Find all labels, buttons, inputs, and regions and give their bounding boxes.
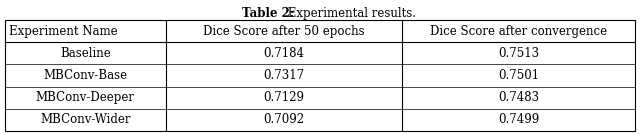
Text: 0.7092: 0.7092	[263, 113, 305, 126]
Text: Experimental results.: Experimental results.	[284, 7, 415, 20]
Text: 0.7501: 0.7501	[498, 69, 539, 82]
Text: 0.7317: 0.7317	[263, 69, 305, 82]
Text: MBConv-Deeper: MBConv-Deeper	[36, 91, 135, 104]
Text: 0.7483: 0.7483	[498, 91, 539, 104]
Text: 0.7184: 0.7184	[263, 47, 304, 60]
Text: Experiment Name: Experiment Name	[9, 25, 118, 38]
Text: MBConv-Wider: MBConv-Wider	[40, 113, 131, 126]
Text: 0.7499: 0.7499	[498, 113, 539, 126]
Text: Dice Score after 50 epochs: Dice Score after 50 epochs	[203, 25, 365, 38]
Text: 0.7513: 0.7513	[498, 47, 539, 60]
Bar	[5, 20, 635, 131]
Text: Baseline: Baseline	[60, 47, 111, 60]
Text: 0.7129: 0.7129	[263, 91, 304, 104]
Text: Dice Score after convergence: Dice Score after convergence	[430, 25, 607, 38]
Text: MBConv-Base: MBConv-Base	[44, 69, 127, 82]
Text: Table 2:: Table 2:	[242, 7, 294, 20]
